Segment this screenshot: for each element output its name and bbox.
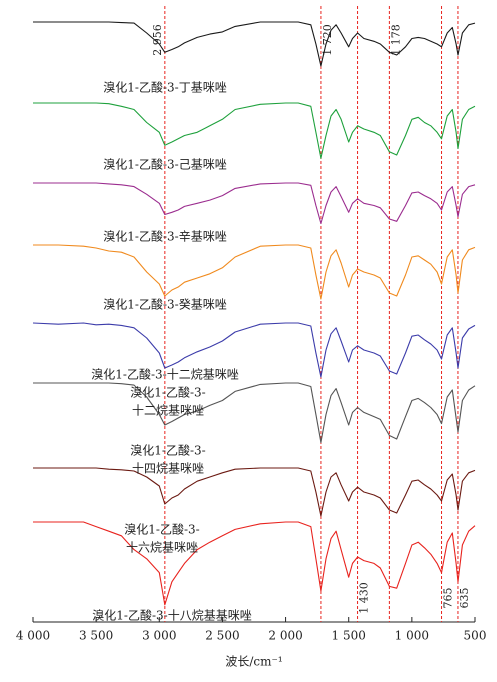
series-label: 十二烷基咪唑 xyxy=(132,404,204,418)
reference-label: 635 xyxy=(458,588,471,609)
series-label: 十六烷基咪唑 xyxy=(126,541,198,555)
x-tick-label: 4 000 xyxy=(16,629,50,643)
x-tick-label: 2 000 xyxy=(268,629,302,643)
series-label: 溴化1-乙酸-3-癸基咪唑 xyxy=(103,297,226,312)
spectrum-line xyxy=(33,244,476,300)
series-label: 十四烷基咪唑 xyxy=(132,462,204,476)
x-tick-label: 1 500 xyxy=(332,629,366,643)
reference-label: 2 956 xyxy=(151,24,164,56)
spectrum-line xyxy=(32,322,476,378)
reference-label: 1 430 xyxy=(358,582,371,614)
series-label: 溴化1-乙酸-3-十八烷基基咪唑 xyxy=(92,608,251,623)
series-label: 溴化1-乙酸-3- xyxy=(130,385,205,400)
series-label: 溴化1-乙酸-3-十二烷基咪唑 xyxy=(91,367,238,382)
x-tick-label: 500 xyxy=(464,629,487,643)
spectrum-line xyxy=(33,21,476,67)
series-label: 溴化1-乙酸-3-辛基咪唑 xyxy=(103,229,226,244)
spectrum-line xyxy=(33,182,476,225)
series-label: 溴化1-乙酸-3- xyxy=(124,522,199,537)
x-tick-label: 3 500 xyxy=(79,629,113,643)
series-label: 溴化1-乙酸-3-丁基咪唑 xyxy=(103,80,226,95)
reference-label: 765 xyxy=(442,588,455,609)
series-label: 溴化1-乙酸-3- xyxy=(130,443,205,458)
x-tick-label: 1 000 xyxy=(395,629,429,643)
spectrum-line xyxy=(33,521,476,606)
spectrum-line xyxy=(33,382,476,444)
x-tick-label: 2 500 xyxy=(205,629,239,643)
x-tick-label: 3 000 xyxy=(142,629,176,643)
spectrum-line xyxy=(33,102,476,159)
x-axis-label: 波长/cm⁻¹ xyxy=(225,655,282,669)
spectrum-line xyxy=(33,467,476,517)
series-label: 溴化1-乙酸-3-己基咪唑 xyxy=(103,157,226,172)
reference-label: 1 178 xyxy=(389,24,402,56)
